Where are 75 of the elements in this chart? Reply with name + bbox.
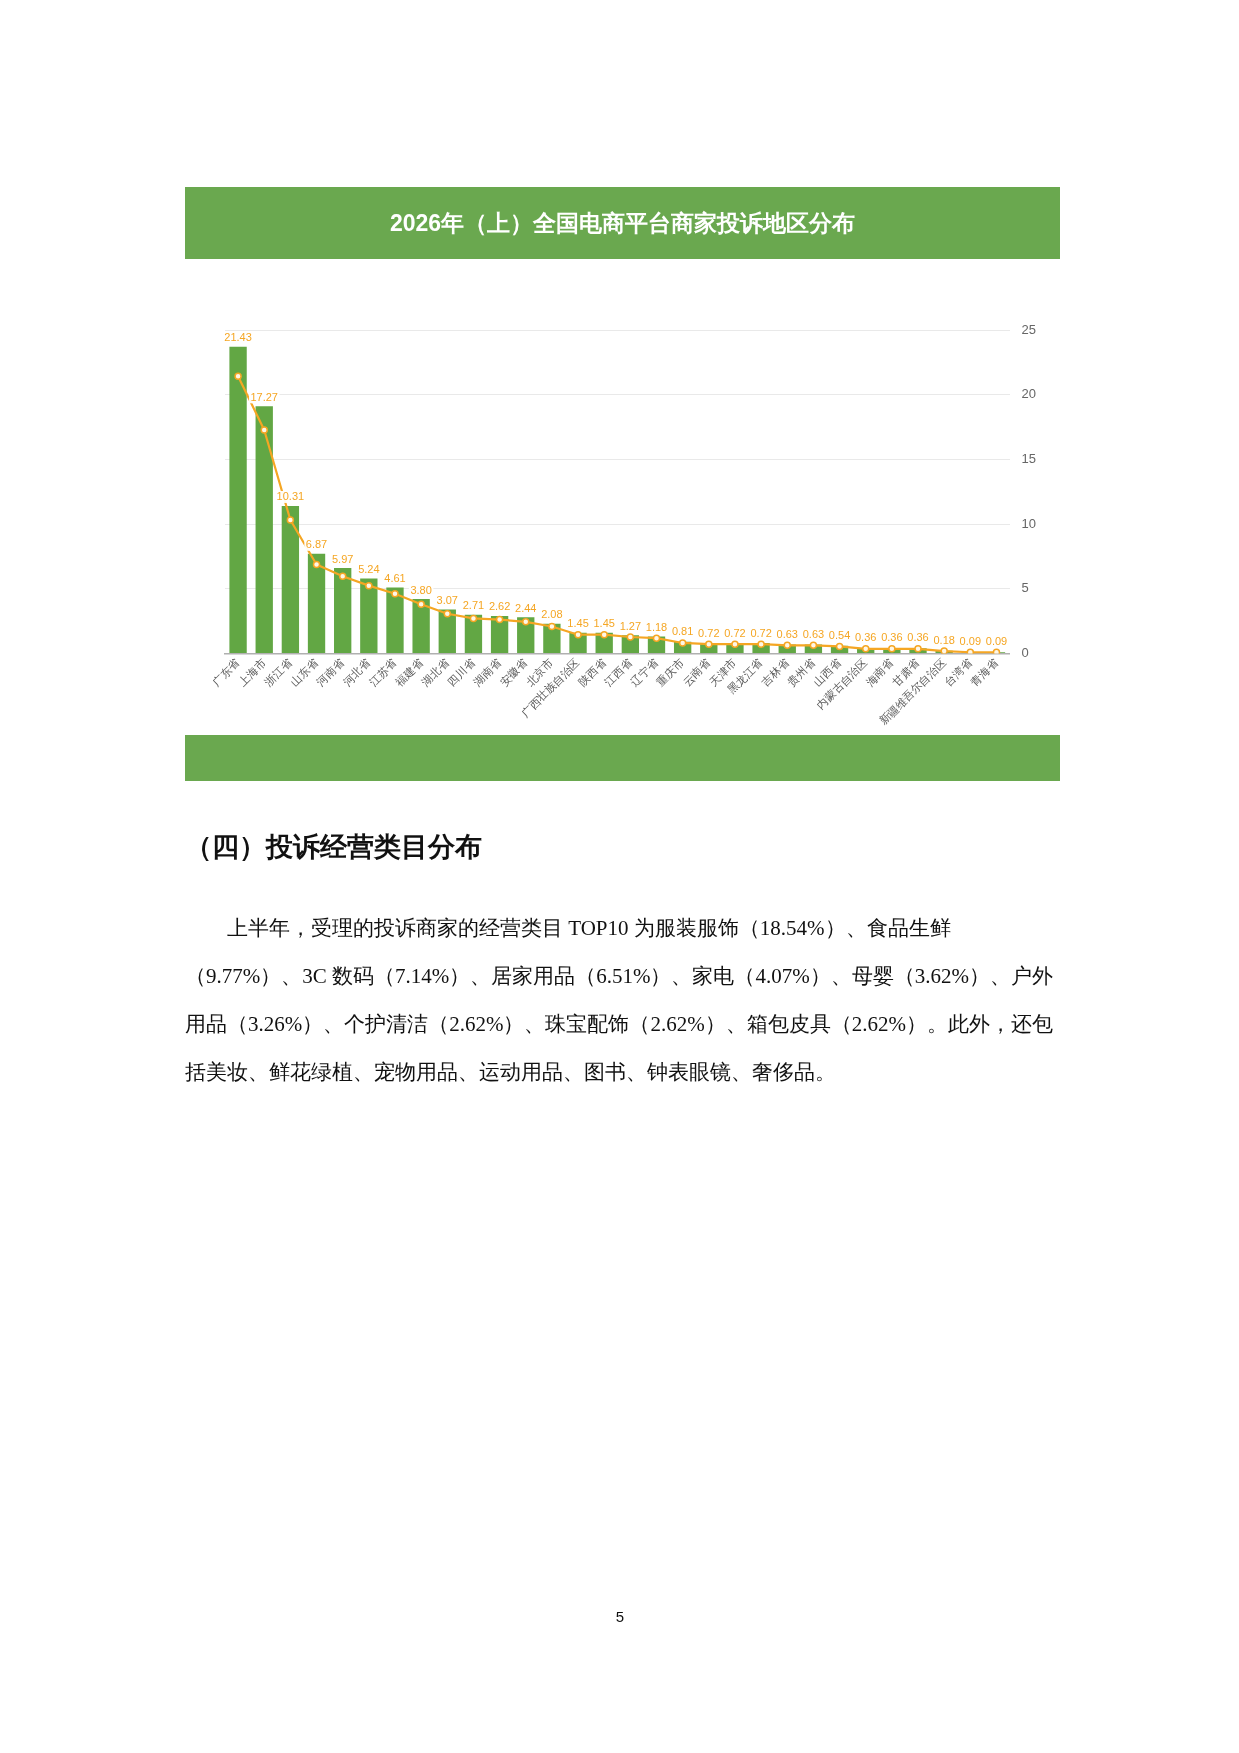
data-label: 21.43 <box>224 331 252 344</box>
point <box>783 641 791 650</box>
point <box>888 645 896 653</box>
y-tick-label: 5 <box>1021 580 1029 596</box>
point <box>940 647 948 654</box>
data-label: 0.63 <box>802 627 825 640</box>
data-label: 3.80 <box>410 583 432 596</box>
data-label: 0.36 <box>907 631 929 644</box>
point <box>338 572 347 580</box>
text: 上半年，受理的投诉商家的经营类目 TOP10 为服装服饰（18.54%）、食品生鲜（9.77%）、3C 数码（7.14%）、居家用品（6.51%）、家电（4.07%）、母婴（3.62%）、户外用品（3.26%）、个护清洁（2.62%）、珠宝配饰（2.62%）、箱包皮具（2.62%）。此外，还包括美妆、鲜花绿植、宠物用品、运动用品、图书、钟表眼镜、奢侈品。 <box>185 915 1054 1086</box>
point <box>495 615 504 624</box>
data-label: 0.63 <box>776 627 798 640</box>
data-label: 3.07 <box>436 593 458 606</box>
point <box>914 645 922 653</box>
bar <box>360 578 378 653</box>
bar <box>386 587 404 653</box>
data-label: 4.61 <box>384 571 406 584</box>
data-label: 5.24 <box>358 562 380 575</box>
point <box>521 618 530 626</box>
data-label: 17.27 <box>250 390 278 403</box>
chart-title: 2026年（上）全国电商平台商家投诉地区分布 <box>185 187 1060 259</box>
data-label: 0.72 <box>750 626 772 639</box>
point <box>705 640 713 648</box>
bar <box>438 609 456 653</box>
data-label: 2.44 <box>515 601 537 614</box>
data-label: 0.09 <box>959 634 982 647</box>
bar <box>307 553 326 653</box>
point <box>626 633 635 641</box>
y-tick-label: 20 <box>1021 386 1037 402</box>
point <box>469 614 478 623</box>
data-label: 2.62 <box>488 600 511 613</box>
data-label: 0.09 <box>985 634 1008 647</box>
point <box>365 581 373 590</box>
data-label: 1.45 <box>593 617 615 630</box>
text: 5 <box>614 1608 626 1625</box>
y-tick-label: 10 <box>1021 515 1037 531</box>
data-label: 10.31 <box>276 490 305 503</box>
point <box>391 590 399 598</box>
bar <box>334 568 352 653</box>
data-label: 2.71 <box>462 599 485 612</box>
data-label: 1.45 <box>567 617 589 630</box>
bar <box>412 599 430 653</box>
y-tick-label: 25 <box>1021 321 1037 337</box>
point <box>286 516 295 524</box>
point <box>835 642 844 651</box>
data-label: 5.97 <box>331 552 354 565</box>
data-label: 0.36 <box>855 631 877 644</box>
data-label: 0.72 <box>698 626 720 639</box>
point <box>731 640 739 648</box>
data-label: 0.81 <box>671 625 694 638</box>
data-label: 6.87 <box>305 538 328 551</box>
bar <box>229 346 247 653</box>
data-label: 2.08 <box>541 608 563 621</box>
point <box>600 630 608 639</box>
point <box>443 609 452 618</box>
point <box>260 426 268 434</box>
data-label: 0.18 <box>933 633 955 646</box>
data-label: 0.54 <box>828 628 851 641</box>
text: （四）投诉经营类目分布 <box>185 831 482 864</box>
bar <box>281 505 300 653</box>
point <box>809 641 818 650</box>
point <box>548 622 556 631</box>
point <box>312 560 321 569</box>
y-tick-label: 15 <box>1021 450 1037 466</box>
data-label: 0.36 <box>881 631 903 644</box>
point <box>861 645 870 653</box>
y-tick-label: 0 <box>1021 645 1029 661</box>
point <box>652 634 661 642</box>
data-label: 1.18 <box>645 620 668 633</box>
point <box>574 630 582 639</box>
point <box>417 600 425 609</box>
point <box>234 372 242 380</box>
bar <box>255 406 273 653</box>
data-label: 1.27 <box>619 619 642 632</box>
data-label: 0.72 <box>724 626 746 639</box>
